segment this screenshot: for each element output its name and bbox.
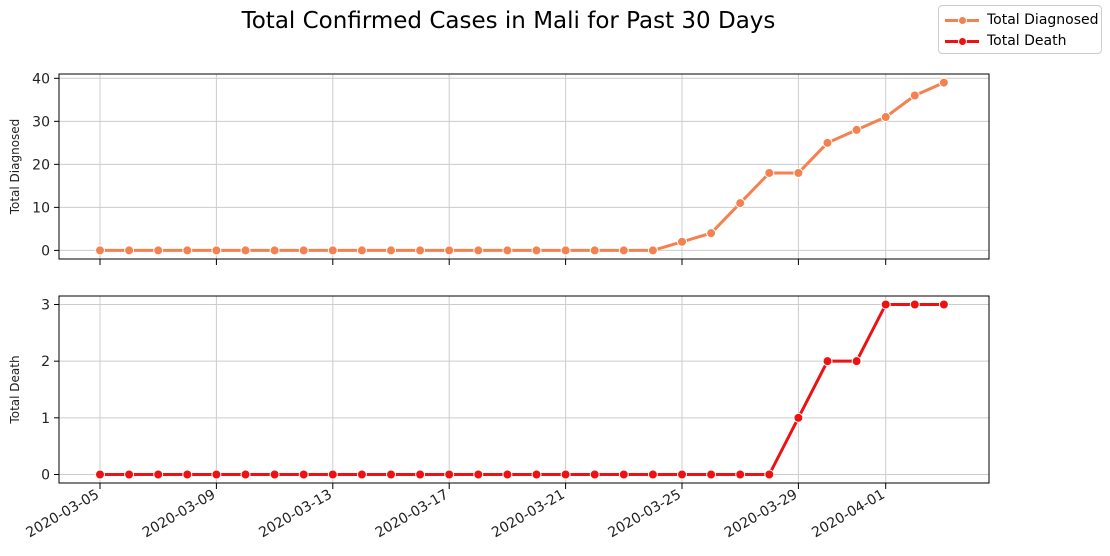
data-point xyxy=(880,112,891,123)
data-point xyxy=(938,77,949,88)
data-point xyxy=(386,245,396,256)
x-tick-label: 2020-03-25 xyxy=(606,487,684,542)
y-axis-label: Total Death xyxy=(8,355,22,424)
x-tick-label: 2020-03-09 xyxy=(140,487,218,542)
data-point xyxy=(880,299,891,310)
data-point xyxy=(211,245,222,256)
chart-title: Total Confirmed Cases in Mali for Past 3… xyxy=(241,8,776,34)
data-point xyxy=(822,137,833,148)
y-tick-label: 0 xyxy=(41,468,50,484)
legend-label-diagnosed: Total Diagnosed xyxy=(987,12,1099,28)
data-point xyxy=(706,228,717,239)
legend: Total Diagnosed Total Death xyxy=(938,5,1102,54)
data-point xyxy=(298,245,309,256)
y-tick-label: 10 xyxy=(32,200,50,216)
data-point xyxy=(560,469,571,480)
data-point xyxy=(677,236,687,247)
data-point xyxy=(356,469,367,480)
data-point xyxy=(327,245,338,256)
panel-death: 0 1 2 3 2020-03-05 2020-03-09 2020-03-13 2020-0… xyxy=(8,295,990,542)
data-point xyxy=(618,245,629,256)
legend-label-death: Total Death xyxy=(987,33,1067,49)
data-point xyxy=(124,245,135,256)
data-point xyxy=(95,245,105,256)
y-tick-label: 20 xyxy=(32,157,50,173)
data-point xyxy=(909,299,920,310)
data-point xyxy=(735,469,746,480)
data-point xyxy=(211,469,222,480)
plot-frame xyxy=(58,295,990,484)
legend-swatch-diagnosed xyxy=(945,10,979,30)
legend-item-death: Total Death xyxy=(945,31,1066,51)
data-point xyxy=(531,469,542,480)
data-point xyxy=(589,245,600,256)
data-point xyxy=(298,469,309,480)
data-point xyxy=(182,245,193,256)
data-point xyxy=(909,90,920,101)
data-point xyxy=(560,245,571,256)
y-tick-label: 2 xyxy=(41,354,50,370)
y-tick-label: 40 xyxy=(32,71,50,87)
data-point xyxy=(95,469,105,480)
data-point xyxy=(851,356,862,367)
data-point xyxy=(647,469,658,480)
data-point xyxy=(444,245,455,256)
legend-item-diagnosed: Total Diagnosed xyxy=(945,10,1099,30)
data-point xyxy=(589,469,600,480)
data-point xyxy=(444,469,455,480)
x-tick-label: 2020-03-13 xyxy=(256,487,334,542)
data-point xyxy=(269,469,280,480)
data-point xyxy=(415,469,426,480)
data-point xyxy=(822,356,833,367)
y-tick-label: 1 xyxy=(41,411,50,427)
data-point xyxy=(415,245,426,256)
data-point xyxy=(647,245,658,256)
data-point xyxy=(269,245,280,256)
x-tick-label: 2020-03-05 xyxy=(24,487,102,542)
data-point xyxy=(356,245,367,256)
data-point xyxy=(706,469,717,480)
data-point xyxy=(327,469,338,480)
data-point xyxy=(502,469,513,480)
x-tick-label: 2020-03-21 xyxy=(489,487,567,542)
series-line xyxy=(100,81,945,252)
x-tick-label: 2020-04-01 xyxy=(809,487,887,542)
y-tick-label: 0 xyxy=(41,243,50,259)
data-point xyxy=(793,412,804,423)
series-line xyxy=(100,303,944,476)
data-point xyxy=(618,469,629,480)
data-point xyxy=(851,124,862,135)
data-point xyxy=(153,469,164,480)
data-point xyxy=(473,245,484,256)
x-tick-label: 2020-03-29 xyxy=(722,487,800,542)
panel-diagnosed: 0 10 20 30 40 Total Diagnosed xyxy=(8,71,990,265)
data-point xyxy=(240,469,251,480)
data-point xyxy=(502,245,513,256)
y-axis-label: Total Diagnosed xyxy=(8,119,22,216)
data-point xyxy=(531,245,542,256)
data-point xyxy=(386,469,396,480)
plot-frame xyxy=(58,73,990,260)
x-tick-label: 2020-03-17 xyxy=(373,487,451,542)
data-point xyxy=(764,167,775,178)
data-point xyxy=(735,198,746,209)
data-point xyxy=(677,469,687,480)
y-tick-label: 3 xyxy=(41,298,50,314)
data-point xyxy=(764,469,775,480)
data-point xyxy=(124,469,135,480)
data-point xyxy=(473,469,484,480)
data-point xyxy=(182,469,193,480)
data-point xyxy=(793,167,804,178)
data-point xyxy=(153,245,164,256)
legend-swatch-death xyxy=(945,31,979,51)
data-point xyxy=(938,299,949,310)
data-point xyxy=(240,245,251,256)
y-tick-label: 30 xyxy=(32,114,50,130)
